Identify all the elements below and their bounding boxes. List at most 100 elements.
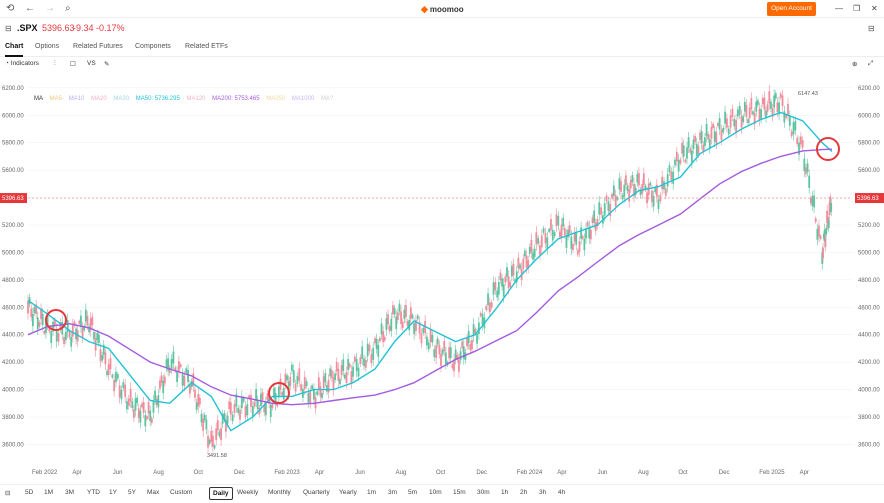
candle-body [218,431,221,437]
tab-related-etfs[interactable]: Related ETFs [185,43,228,50]
candle-body [263,404,266,413]
x-tick-label: Oct [436,470,446,476]
back-icon[interactable]: ← [25,3,35,14]
interval-15m[interactable]: 15m [453,489,466,496]
minimize-icon[interactable]: — [835,4,843,13]
candle-body [639,189,642,196]
interval-3h[interactable]: 3h [539,489,547,496]
period-ytd[interactable]: YTD [87,489,100,496]
candle-body [735,119,737,133]
candle-body [221,414,224,424]
interval-10m[interactable]: 10m [429,489,442,496]
candle-body [253,401,256,407]
candle-body [274,392,277,405]
open-account-button[interactable]: Open Account [767,2,816,16]
candle-body [52,321,54,332]
period-1m[interactable]: 1M [44,489,54,496]
candle-body [535,232,538,245]
candle-body [271,402,274,408]
candle-body [104,352,107,365]
candle-body [636,174,639,183]
candle-body [192,373,195,386]
fullscreen-icon[interactable]: ⤢ [868,60,874,67]
settings-icon[interactable]: ⊕ [852,61,858,68]
candle-body [80,315,82,328]
forward-icon[interactable]: → [45,3,55,14]
indicators-button[interactable]: ◔ Indicators [5,60,39,67]
candle-body [485,306,488,311]
interval-daily[interactable]: Daily [209,487,233,500]
candle-body [700,131,703,144]
candle-body [392,305,394,315]
period-custom[interactable]: Custom [170,489,193,496]
period-max[interactable]: Max [147,489,160,496]
candle-body [684,159,687,163]
close-icon[interactable]: ✕ [871,4,878,13]
candle-body [409,307,412,320]
frame-icon[interactable]: ☐ [70,61,76,68]
tab-chart[interactable]: Chart [5,43,24,57]
candle-body [687,137,690,148]
candle-body [390,318,393,331]
y-tick-label-left: 4000.00 [2,388,24,394]
candle-body [50,331,53,343]
history-icon[interactable]: ⟲ [6,3,15,14]
candle-body [816,228,819,240]
candle-body [699,132,701,140]
candle-body [401,321,404,329]
period-5y[interactable]: 5Y [128,489,136,496]
search-icon[interactable]: ⌕ [65,3,71,14]
x-tick-label: Aug [638,470,649,476]
candle-body [668,165,671,173]
period-3m[interactable]: 3M [65,489,75,496]
draw-icon[interactable]: ✎ [104,61,110,68]
candle-body [792,122,795,135]
ma-legend: MA MA5 MA10 MA20 MA30 MA50: 5736.295 MA1… [34,96,338,102]
interval-1m[interactable]: 1m [367,489,377,496]
candle-body [215,428,218,440]
candle-body [183,375,186,387]
candle-body [727,128,730,135]
candle-body [616,197,619,200]
period-1y[interactable]: 1Y [109,489,117,496]
sidebar-toggle-icon[interactable]: ⊟ [5,24,12,33]
period-5d[interactable]: 5D [25,489,34,496]
x-tick-label: Jun [598,470,608,476]
candle-body [330,370,333,378]
candle-body [137,408,140,419]
interval-monthly[interactable]: Monthly [268,489,291,496]
chart-type-icon[interactable]: ⫶ [54,60,56,67]
candle-body [594,222,597,231]
tab-related-futures[interactable]: Related Futures [73,43,123,50]
candle-body [207,435,209,448]
candle-body [89,318,92,331]
candle-body [528,247,531,254]
restore-icon[interactable]: ❐ [853,4,861,13]
candle-body [752,111,754,115]
x-tick-label: Apr [800,470,809,476]
interval-5m[interactable]: 5m [408,489,418,496]
interval-30m[interactable]: 30m [477,489,490,496]
interval-yearly[interactable]: Yearly [339,489,357,496]
tab-options[interactable]: Options [35,43,60,50]
interval-quarterly[interactable]: Quarterly [303,489,330,496]
interval-4h[interactable]: 4h [558,489,566,496]
period-toggle-icon[interactable]: ⊟ [5,490,11,497]
interval-3m[interactable]: 3m [388,489,398,496]
compare-button[interactable]: VS [87,60,96,67]
interval-2h[interactable]: 2h [520,489,528,496]
candle-body [411,314,414,319]
candle-body [276,402,279,407]
price-chart[interactable]: 6200.006000.005800.005600.005400.005200.… [0,75,884,482]
candle-body [413,323,416,335]
interval-weekly[interactable]: Weekly [237,489,259,496]
candle-body [223,413,226,420]
candle-body [774,93,777,99]
tab-componets[interactable]: Componets [135,43,171,50]
panel-toggle-icon[interactable]: ⊟ [868,24,875,33]
moomoo-logo: ◆ moomoo [421,0,464,18]
interval-1h[interactable]: 1h [501,489,509,496]
y-tick-label-left: 4400.00 [2,333,24,339]
candle-body [205,419,208,430]
candle-body [255,389,257,402]
